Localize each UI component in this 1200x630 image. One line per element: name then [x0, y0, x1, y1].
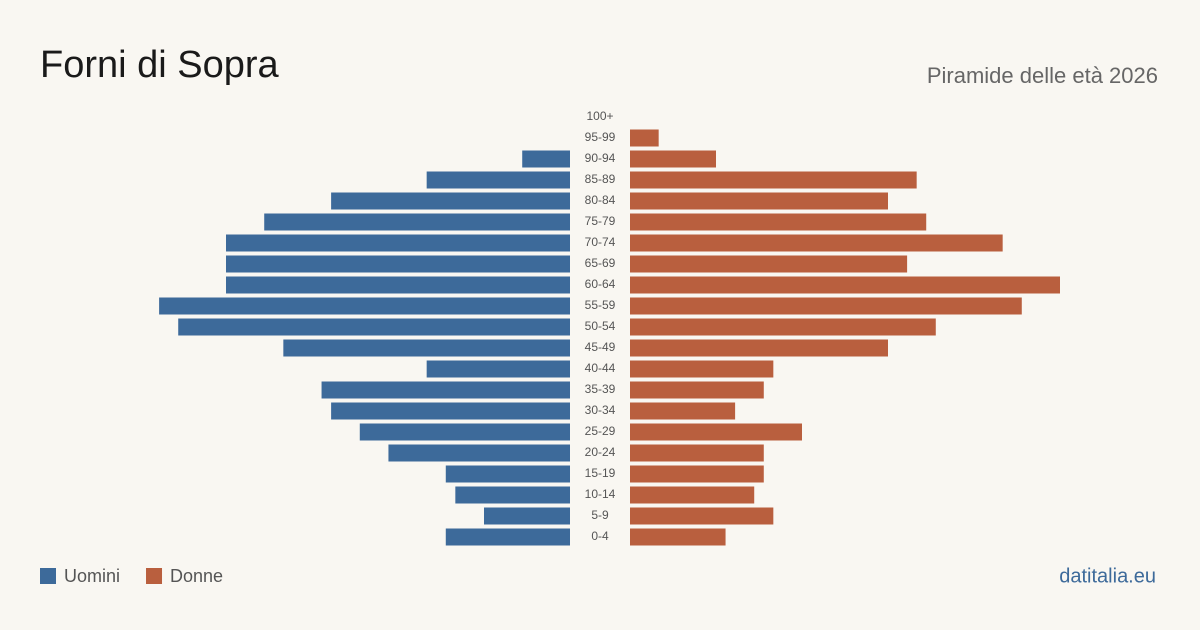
chart-subtitle: Piramide delle età 2026 [927, 63, 1158, 88]
category-label: 55-59 [585, 298, 616, 312]
bar [630, 297, 1022, 315]
bar [630, 381, 764, 399]
bar [388, 444, 570, 462]
category-label: 85-89 [585, 172, 616, 186]
legend-label: Uomini [64, 566, 120, 586]
bar [630, 486, 755, 504]
bar [426, 360, 570, 378]
bar [630, 528, 726, 546]
bar [226, 234, 570, 252]
category-label: 100+ [586, 109, 613, 123]
bar [630, 171, 917, 189]
legend-label: Donne [170, 566, 223, 586]
bar [445, 465, 570, 483]
bar [226, 255, 570, 273]
chart-title: Forni di Sopra [40, 44, 280, 86]
category-label: 35-39 [585, 382, 616, 396]
bar [630, 255, 908, 273]
source: datitalia.eu [1059, 565, 1156, 587]
category-label: 65-69 [585, 256, 616, 270]
bar [359, 423, 570, 441]
category-label: 0-4 [591, 529, 609, 543]
bar [630, 402, 736, 420]
bar [331, 192, 570, 210]
bar [630, 234, 1003, 252]
bar [630, 192, 888, 210]
bar [331, 402, 570, 420]
bar [426, 171, 570, 189]
bar [522, 150, 570, 168]
bar [630, 360, 774, 378]
bar [630, 465, 764, 483]
bar [630, 276, 1060, 294]
category-label: 10-14 [585, 487, 616, 501]
bar [283, 339, 570, 357]
bar [226, 276, 570, 294]
category-label: 70-74 [585, 235, 616, 249]
bar [630, 213, 927, 231]
bar [159, 297, 570, 315]
category-label: 5-9 [591, 508, 609, 522]
category-label: 75-79 [585, 214, 616, 228]
bar [630, 507, 774, 525]
legend-swatch [40, 568, 56, 584]
bar [445, 528, 570, 546]
category-label: 40-44 [585, 361, 616, 375]
bar [630, 318, 936, 336]
category-label: 30-34 [585, 403, 616, 417]
category-label: 25-29 [585, 424, 616, 438]
category-label: 95-99 [585, 130, 616, 144]
category-label: 80-84 [585, 193, 616, 207]
category-label: 50-54 [585, 319, 616, 333]
bar [630, 423, 802, 441]
category-label: 20-24 [585, 445, 616, 459]
bar [630, 150, 716, 168]
bar [484, 507, 570, 525]
category-label: 90-94 [585, 151, 616, 165]
bar [178, 318, 570, 336]
bar [630, 339, 888, 357]
category-label: 60-64 [585, 277, 616, 291]
category-label: 45-49 [585, 340, 616, 354]
bar [630, 129, 659, 147]
category-label: 15-19 [585, 466, 616, 480]
bar [264, 213, 570, 231]
bar [630, 444, 764, 462]
legend-swatch [146, 568, 163, 584]
bar [321, 381, 570, 399]
bar [455, 486, 570, 504]
